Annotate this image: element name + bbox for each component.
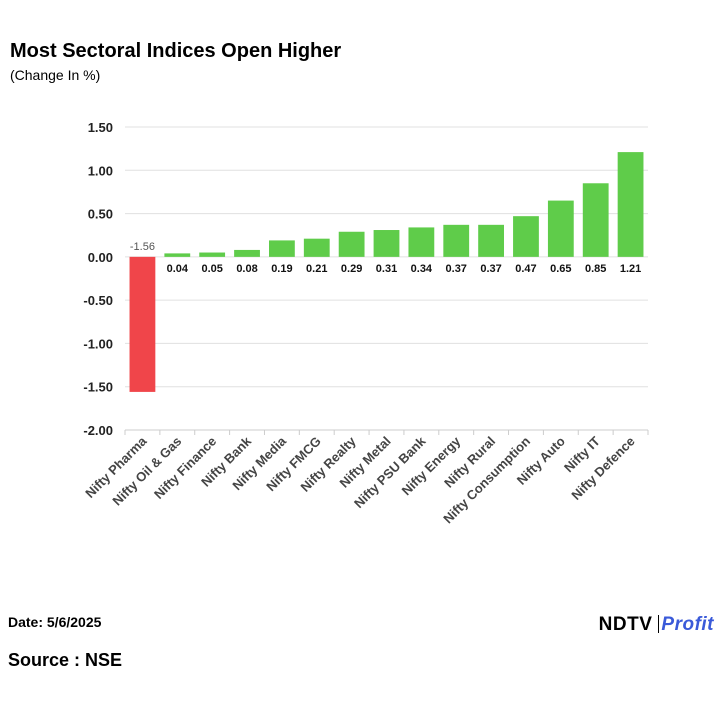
bar (408, 227, 435, 257)
bar (164, 253, 191, 257)
bar (199, 252, 226, 257)
data-label: 0.37 (480, 263, 501, 275)
data-label: 0.37 (446, 263, 467, 275)
bar (547, 200, 574, 257)
logo-text-profit: Profit (661, 614, 714, 635)
chart-title: Most Sectoral Indices Open Higher (10, 40, 342, 62)
data-label: 0.04 (167, 263, 189, 275)
source-label: Source : NSE (8, 650, 123, 670)
y-tick-label: 0.00 (88, 250, 113, 265)
y-tick-label: -1.50 (83, 380, 113, 395)
bar (373, 230, 400, 257)
bar (234, 249, 260, 257)
data-label: -1.56 (130, 241, 155, 253)
bar (513, 216, 539, 257)
bar (582, 183, 609, 257)
date-label: Date: 5/6/2025 (8, 614, 102, 630)
bar (617, 152, 644, 257)
data-label: 0.85 (585, 263, 606, 275)
bar (303, 238, 330, 257)
data-label: 0.34 (411, 263, 433, 275)
brand-logo: NDTV Profit (599, 614, 714, 636)
data-label: 0.21 (306, 263, 327, 275)
y-tick-label: -1.00 (83, 336, 113, 351)
data-label: 0.47 (515, 263, 536, 275)
bar (478, 224, 505, 257)
data-label: 0.29 (341, 263, 362, 275)
y-tick-label: 1.50 (88, 120, 113, 135)
data-label: 0.08 (236, 263, 257, 275)
chart-subtitle: (Change In %) (10, 67, 101, 83)
bar (268, 240, 295, 257)
bar (443, 224, 470, 257)
logo-divider (658, 615, 660, 633)
data-label: 0.19 (271, 263, 292, 275)
y-tick-label: 1.00 (88, 163, 113, 178)
data-label: 0.65 (550, 263, 571, 275)
logo-text-ndtv: NDTV (598, 614, 653, 635)
data-label: 1.21 (620, 263, 641, 275)
data-label: 0.31 (376, 263, 397, 275)
bar-chart: 1.50 1.00 0.50 0.00 -0.50 -1.00 -1.50 -2.00 -1.5… (82, 120, 649, 526)
y-tick-label: -2.00 (83, 423, 113, 438)
bar (129, 256, 156, 392)
bar (338, 231, 365, 257)
data-label: 0.05 (201, 263, 222, 275)
y-tick-label: -0.50 (83, 293, 113, 308)
y-tick-label: 0.50 (88, 207, 113, 222)
